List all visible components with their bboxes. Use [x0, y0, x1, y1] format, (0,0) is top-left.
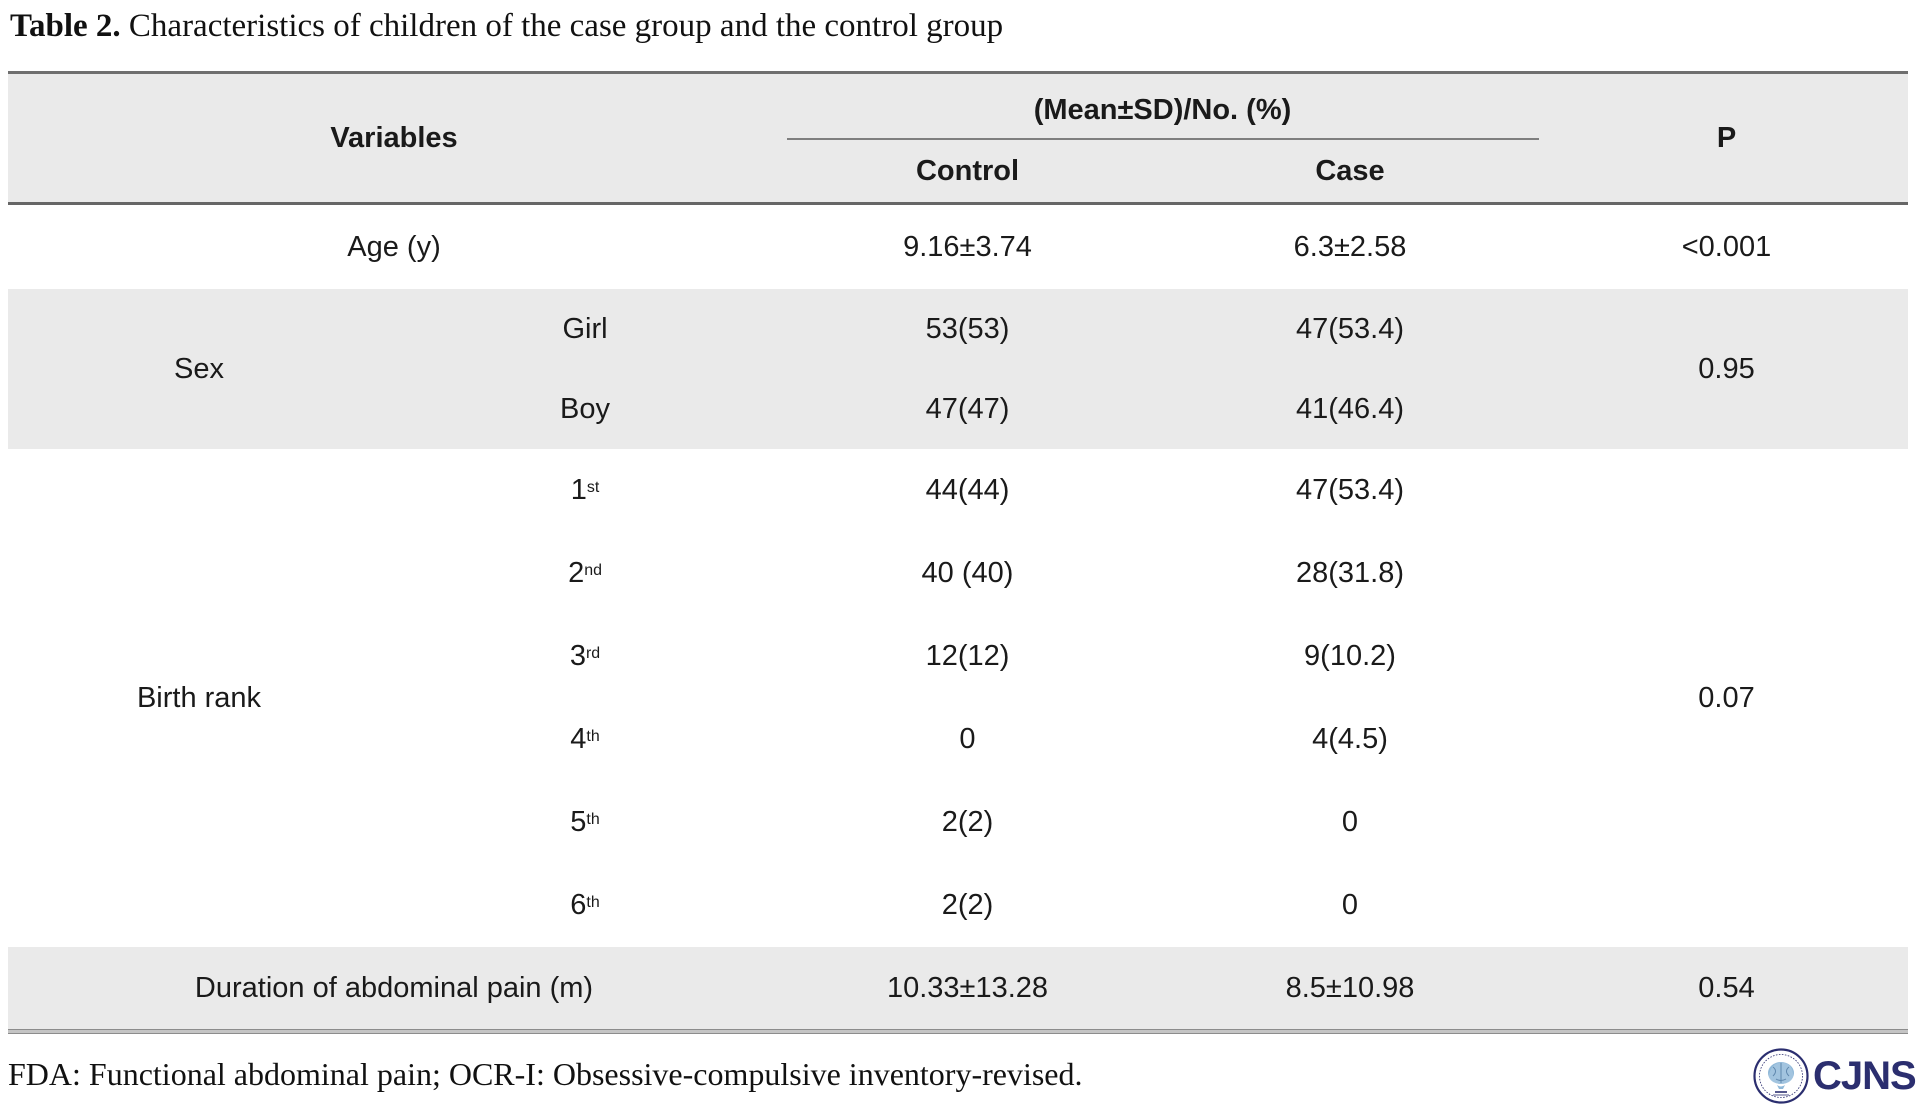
cjns-emblem [1753, 1048, 1809, 1104]
sex-p-value: 0.95 [1698, 352, 1755, 385]
birth-rank-1-case: 47(53.4) [1295, 474, 1404, 506]
duration-case-value: 8.5±10.98 [1285, 971, 1415, 1004]
sex-boy-case: 41(46.4) [1295, 392, 1404, 425]
sex-girl-control: 53(53) [925, 312, 1010, 345]
row-duration: Duration of abdominal pain (m) 10.33±13.… [8, 947, 1908, 1029]
cjns-wordmark: CJNS [1813, 1054, 1916, 1098]
birth-rank-2-control: 40 (40) [921, 557, 1014, 589]
table-header: Variables (Mean±SD)/No. (%) Control Case… [8, 71, 1908, 205]
header-subcolumns: Control Case [780, 140, 1545, 202]
characteristics-table: Variables (Mean±SD)/No. (%) Control Case… [8, 71, 1908, 1034]
table-bottom-rule [8, 1029, 1908, 1034]
duration-label: Duration of abdominal pain (m) [194, 971, 594, 1004]
birth-rank-4-control: 0 [959, 723, 976, 755]
birth-rank-label: Birth rank [136, 681, 262, 714]
birth-rank-3-case: 9(10.2) [1304, 640, 1396, 672]
birth-rank-5-case: 0 [1341, 806, 1359, 838]
table-footnote: FDA: Functional abdominal pain; OCR-I: O… [8, 1056, 1083, 1092]
duration-p-value: 0.54 [1698, 971, 1755, 1004]
duration-control-value: 10.33±13.28 [886, 971, 1049, 1004]
birth-rank-6-control: 2(2) [941, 889, 994, 921]
header-spanner-rule [786, 138, 1539, 140]
birth-rank-4-case: 4(4.5) [1312, 723, 1388, 755]
sex-girl-case: 47(53.4) [1295, 312, 1404, 345]
table-caption: Table 2. Characteristics of children of … [10, 6, 1900, 47]
header-control: Control [915, 154, 1020, 187]
row-age: Age (y) 9.16±3.74 6.3±2.58 <0.001 [8, 205, 1908, 289]
sex-label: Sex [174, 352, 224, 385]
birth-rank-6-case: 0 [1341, 889, 1359, 921]
section-sex: Sex Girl 53(53) 47(53.4) Boy 47(47) 41(4… [8, 289, 1908, 449]
age-label: Age (y) [347, 230, 441, 263]
birth-rank-p-value: 0.07 [1698, 681, 1755, 714]
header-mean-sd-group: (Mean±SD)/No. (%) Control Case [780, 74, 1545, 202]
brain-graphic [1768, 1062, 1794, 1089]
table-caption-number: Table 2. [10, 8, 121, 44]
birth-rank-5-control: 2(2) [941, 806, 994, 838]
journal-logo: CJNS [1753, 1048, 1916, 1104]
birth-rank-3-control: 12(12) [925, 640, 1010, 672]
header-case: Case [1315, 154, 1385, 187]
birth-rank-1-control: 44(44) [925, 474, 1010, 506]
table-caption-text: Characteristics of children of the case … [120, 8, 1004, 44]
header-p: P [1716, 121, 1737, 154]
sex-girl-label: Girl [562, 312, 608, 345]
birth-rank-2-case: 28(31.8) [1295, 557, 1404, 589]
header-variables: Variables [330, 121, 458, 154]
header-mean-sd-label: (Mean±SD)/No. (%) [1033, 93, 1292, 126]
age-control-value: 9.16±3.74 [903, 230, 1032, 263]
age-case-value: 6.3±2.58 [1293, 230, 1407, 263]
sex-boy-control: 47(47) [925, 392, 1010, 425]
sex-boy-label: Boy [560, 392, 610, 425]
age-p-value: <0.001 [1681, 230, 1772, 263]
